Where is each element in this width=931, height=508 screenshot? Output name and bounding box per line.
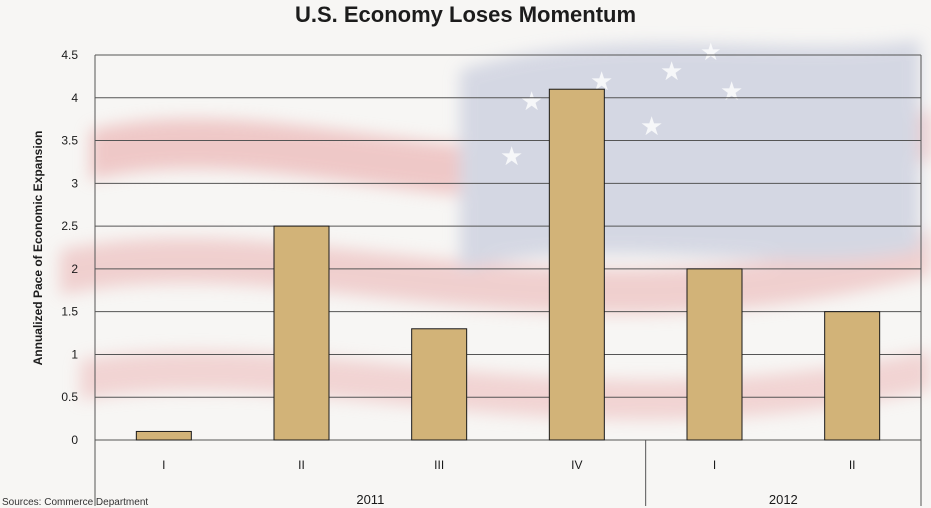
group-label: 2012 bbox=[769, 492, 798, 506]
y-tick-label: 0 bbox=[71, 433, 78, 447]
group-label: 2011 bbox=[356, 492, 384, 506]
y-tick-label: 2.5 bbox=[61, 219, 78, 233]
y-tick-label: 3 bbox=[71, 176, 78, 190]
y-tick-label: 1 bbox=[71, 347, 78, 361]
x-tick-label: III bbox=[434, 458, 444, 472]
flag-stars: ★ ★ ★ ★ ★ ★ ★ bbox=[500, 38, 743, 172]
bar bbox=[686, 268, 743, 441]
chart-title: U.S. Economy Loses Momentum bbox=[294, 2, 637, 27]
x-tick-label: II bbox=[849, 458, 856, 472]
bar bbox=[273, 225, 330, 441]
x-tick-label: I bbox=[162, 458, 165, 472]
y-tick-label: 3.5 bbox=[61, 134, 78, 148]
bar bbox=[548, 88, 605, 441]
bar bbox=[824, 311, 881, 441]
y-tick-label: 0.5 bbox=[61, 390, 78, 404]
svg-text:★: ★ bbox=[720, 77, 743, 107]
x-tick-label: IV bbox=[571, 458, 582, 472]
svg-text:★: ★ bbox=[500, 142, 523, 172]
x-tick-label: I bbox=[713, 458, 716, 472]
x-tick-label: II bbox=[298, 458, 305, 472]
svg-text:★: ★ bbox=[700, 38, 722, 66]
y-tick-label: 1.5 bbox=[61, 305, 78, 319]
svg-text:★: ★ bbox=[640, 112, 663, 142]
y-tick-label: 2 bbox=[71, 262, 78, 276]
svg-text:★: ★ bbox=[520, 87, 543, 117]
bar bbox=[411, 328, 468, 441]
source-footnote: Sources: Commerce Department bbox=[2, 497, 149, 508]
y-tick-label: 4.5 bbox=[61, 48, 78, 62]
svg-text:★: ★ bbox=[660, 57, 683, 87]
bar bbox=[135, 430, 192, 441]
y-tick-label: 4 bbox=[71, 91, 78, 105]
